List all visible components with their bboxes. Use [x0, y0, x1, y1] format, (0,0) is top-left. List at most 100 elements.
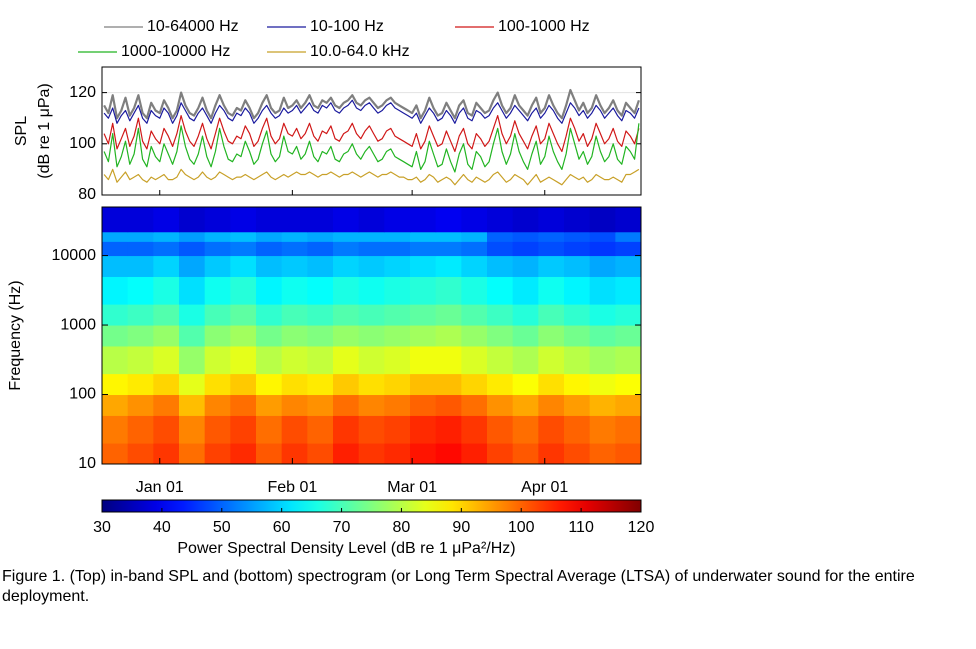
heat-cell	[410, 415, 437, 444]
heat-cell	[102, 304, 129, 326]
colorbar-tick-label: 70	[333, 519, 351, 536]
heat-cell	[384, 394, 411, 416]
heat-cell	[435, 241, 462, 257]
y-tick-label: 120	[69, 84, 96, 101]
heat-cell	[538, 415, 565, 444]
heat-cell	[153, 304, 180, 326]
heat-cell	[230, 255, 257, 277]
heat-cell	[358, 255, 385, 277]
heat-cell	[512, 276, 539, 305]
heat-cell	[487, 304, 514, 326]
heat-cell	[333, 373, 360, 396]
heat-cell	[615, 345, 642, 375]
heat-cell	[410, 255, 437, 277]
heat-cell	[256, 443, 283, 465]
heat-cell	[512, 415, 539, 444]
heat-cell	[487, 394, 514, 416]
y-axis-label: SPL	[13, 116, 30, 146]
heat-cell	[512, 394, 539, 416]
heat-cell	[384, 207, 411, 233]
heat-cell	[564, 415, 591, 444]
heat-cell	[153, 443, 180, 465]
x-tick-label: Mar 01	[387, 479, 437, 496]
heat-cell	[256, 276, 283, 305]
legend-label: 100-1000 Hz	[498, 18, 590, 35]
heat-cell	[538, 325, 565, 347]
heat-cell	[127, 276, 154, 305]
heat-cell	[307, 241, 334, 257]
heat-cell	[487, 231, 514, 242]
heat-cell	[307, 373, 334, 396]
heat-cell	[410, 304, 437, 326]
heat-cell	[179, 207, 206, 233]
heat-cell	[564, 443, 591, 465]
heat-cell	[384, 255, 411, 277]
heat-cell	[435, 325, 462, 347]
heat-cell	[127, 373, 154, 396]
heat-cell	[127, 443, 154, 465]
heat-cell	[281, 276, 308, 305]
heat-cell	[204, 241, 231, 257]
heat-cell	[461, 241, 488, 257]
heat-cell	[589, 276, 616, 305]
heat-cell	[307, 443, 334, 465]
heat-cell	[487, 345, 514, 375]
heat-cell	[230, 373, 257, 396]
heat-cell	[102, 325, 129, 347]
heat-cell	[358, 325, 385, 347]
heat-cell	[538, 304, 565, 326]
heat-cell	[281, 304, 308, 326]
heat-cell	[384, 443, 411, 465]
heat-cell	[281, 443, 308, 465]
heat-cell	[153, 276, 180, 305]
heat-cell	[435, 373, 462, 396]
heat-cell	[435, 255, 462, 277]
heat-cell	[230, 443, 257, 465]
heat-cell	[256, 255, 283, 277]
heat-cell	[230, 394, 257, 416]
heat-cell	[461, 325, 488, 347]
heat-cell	[153, 345, 180, 375]
heat-cell	[333, 276, 360, 305]
heat-cell	[589, 443, 616, 465]
series-line	[103, 123, 640, 173]
heat-cell	[153, 255, 180, 277]
heat-cell	[333, 345, 360, 375]
heat-cell	[307, 304, 334, 326]
heat-cell	[256, 415, 283, 444]
colorbar-tick-label: 40	[153, 519, 171, 536]
heat-cell	[256, 207, 283, 233]
heat-cell	[410, 373, 437, 396]
heat-cell	[179, 415, 206, 444]
heat-cell	[589, 394, 616, 416]
heat-cell	[333, 415, 360, 444]
heat-cell	[179, 325, 206, 347]
heat-cell	[410, 241, 437, 257]
heat-cell	[179, 231, 206, 242]
series-line	[103, 115, 640, 153]
y-tick-label: 80	[78, 186, 96, 203]
heat-cell	[589, 255, 616, 277]
heat-cell	[487, 373, 514, 396]
heat-cell	[333, 325, 360, 347]
heat-cell	[281, 394, 308, 416]
plot-frame	[101, 66, 642, 196]
heat-cell	[487, 325, 514, 347]
x-tick-label: Apr 01	[521, 479, 568, 496]
heat-cell	[204, 345, 231, 375]
heat-cell	[230, 207, 257, 233]
heat-cell	[230, 231, 257, 242]
heat-cell	[435, 415, 462, 444]
heat-cell	[384, 325, 411, 347]
heat-cell	[512, 241, 539, 257]
heat-cell	[127, 207, 154, 233]
heat-cell	[384, 231, 411, 242]
heat-cell	[538, 255, 565, 277]
heat-cell	[564, 394, 591, 416]
heat-cell	[435, 443, 462, 465]
heat-cell	[256, 373, 283, 396]
series-line	[103, 168, 640, 186]
heat-cell	[410, 443, 437, 465]
heat-cell	[179, 241, 206, 257]
heat-cell	[615, 373, 642, 396]
